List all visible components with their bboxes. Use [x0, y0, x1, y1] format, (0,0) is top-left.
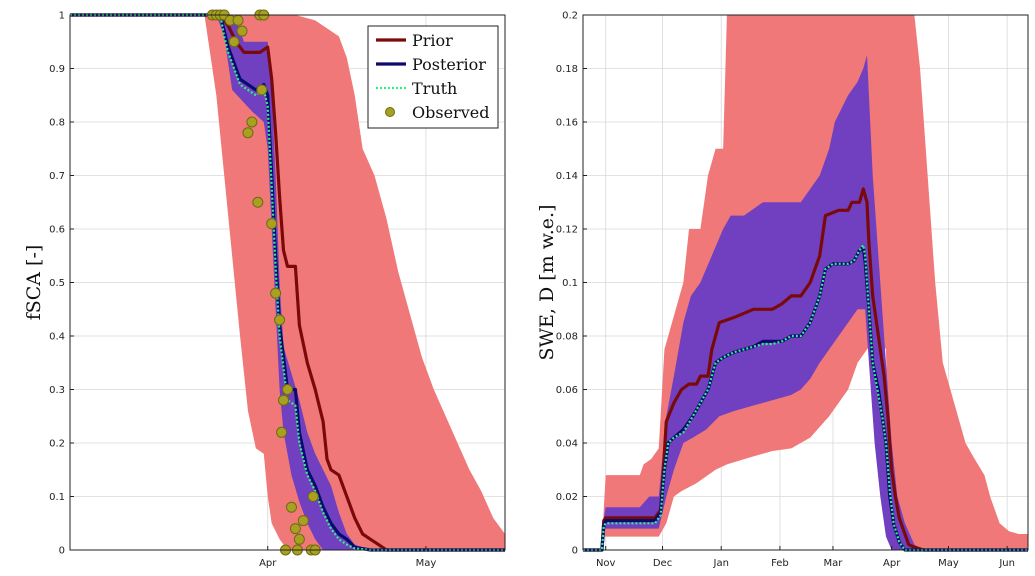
- fsca-ytick-label: 0.8: [49, 118, 65, 129]
- swe-xtick-label: Jan: [713, 558, 729, 569]
- fsca-ytick-label: 0.7: [49, 171, 65, 182]
- fsca-ytick-label: 0.2: [49, 439, 65, 450]
- fsca-prior-band: [70, 15, 505, 550]
- fsca-observed-point: [282, 384, 293, 395]
- swe-xtick-label: Feb: [771, 558, 789, 569]
- fsca-panel: 0 0.1 0.2 0.3 0.4 0.5 0.6 0.7 0.8 0.9 1 Apr May fSCA …: [23, 9, 506, 569]
- swe-xtick-label: May: [938, 558, 959, 569]
- fsca-observed-point: [242, 127, 254, 139]
- fsca-series-truth: [70, 13, 505, 552]
- swe-xtick-label: Dec: [653, 558, 672, 569]
- legend: Prior Posterior Truth Observed: [367, 25, 499, 129]
- legend-label-observed: Observed: [412, 103, 489, 122]
- fsca-observed-point: [252, 196, 264, 208]
- fsca-ytick-label: 0.6: [49, 225, 65, 236]
- swe-ytick-label: 0.14: [556, 171, 578, 182]
- swe-xtick-label: Jun: [998, 558, 1015, 569]
- swe-ytick-label: 0.08: [556, 332, 578, 343]
- fsca-ytick-label: 0: [59, 546, 65, 557]
- fsca-observed-point: [274, 314, 286, 326]
- fsca-xtick-label: Apr: [259, 558, 277, 569]
- swe-ytick-label: 0.02: [556, 492, 578, 503]
- fsca-ylabel: fSCA [-]: [23, 245, 45, 321]
- fsca-series-posterior: [70, 13, 505, 552]
- swe-ytick-label: 0: [572, 546, 578, 557]
- legend-marker-observed: [385, 107, 395, 117]
- fsca-observed-point: [270, 287, 282, 299]
- swe-ytick-label: 0.16: [556, 118, 578, 129]
- fsca-ytick-label: 0.4: [49, 332, 65, 343]
- swe-posterior-band: [583, 55, 1028, 550]
- fsca-ytick-label: 0.3: [49, 385, 65, 396]
- swe-ytick-label: 0.18: [556, 64, 578, 75]
- fsca-observed-point: [256, 84, 268, 96]
- fsca-ytick-label: 1: [59, 11, 65, 22]
- legend-label-truth: Truth: [412, 79, 457, 98]
- fsca-observed-point: [293, 533, 305, 545]
- fsca-posterior-band: [70, 15, 505, 550]
- fsca-observed-point: [232, 14, 244, 26]
- fsca-ytick-label: 0.9: [49, 64, 65, 75]
- swe-series-prior: [583, 187, 1028, 552]
- fsca-observed-point: [289, 523, 301, 535]
- fsca-observed-point: [246, 116, 258, 128]
- fsca-ytick-label: 0.1: [49, 492, 65, 503]
- swe-ytick-label: 0.12: [556, 225, 578, 236]
- fsca-observed-point: [276, 426, 288, 438]
- swe-xtick-label: Mar: [824, 558, 844, 569]
- fsca-observed-point: [236, 25, 248, 37]
- swe-ytick-label: 0.06: [556, 385, 578, 396]
- fsca-xtick-label: May: [416, 558, 437, 569]
- swe-ytick-label: 0.2: [562, 11, 578, 22]
- legend-label-prior: Prior: [412, 31, 453, 50]
- fsca-observed-point: [278, 394, 290, 406]
- fsca-observed-point: [285, 501, 297, 513]
- fsca-observed-point: [266, 218, 278, 230]
- fsca-observed-point: [228, 36, 240, 48]
- swe-series-truth: [583, 244, 1028, 552]
- swe-ytick-label: 0.04: [556, 439, 578, 450]
- swe-ytick-label: 0.1: [562, 278, 578, 289]
- fsca-observed-point: [307, 491, 319, 502]
- fsca-observed-point: [297, 515, 309, 527]
- swe-xtick-label: Apr: [883, 558, 901, 569]
- fsca-series-prior: [70, 13, 505, 552]
- swe-xtick-label: Nov: [596, 558, 616, 569]
- swe-ylabel: SWE, D [m w.e.]: [536, 205, 558, 361]
- legend-label-posterior: Posterior: [412, 55, 486, 74]
- fsca-ytick-label: 0.5: [49, 278, 65, 289]
- swe-panel: 0 0.02 0.04 0.06 0.08 0.1 0.12 0.14 0.16 0.18 0.2 N…: [536, 11, 1029, 569]
